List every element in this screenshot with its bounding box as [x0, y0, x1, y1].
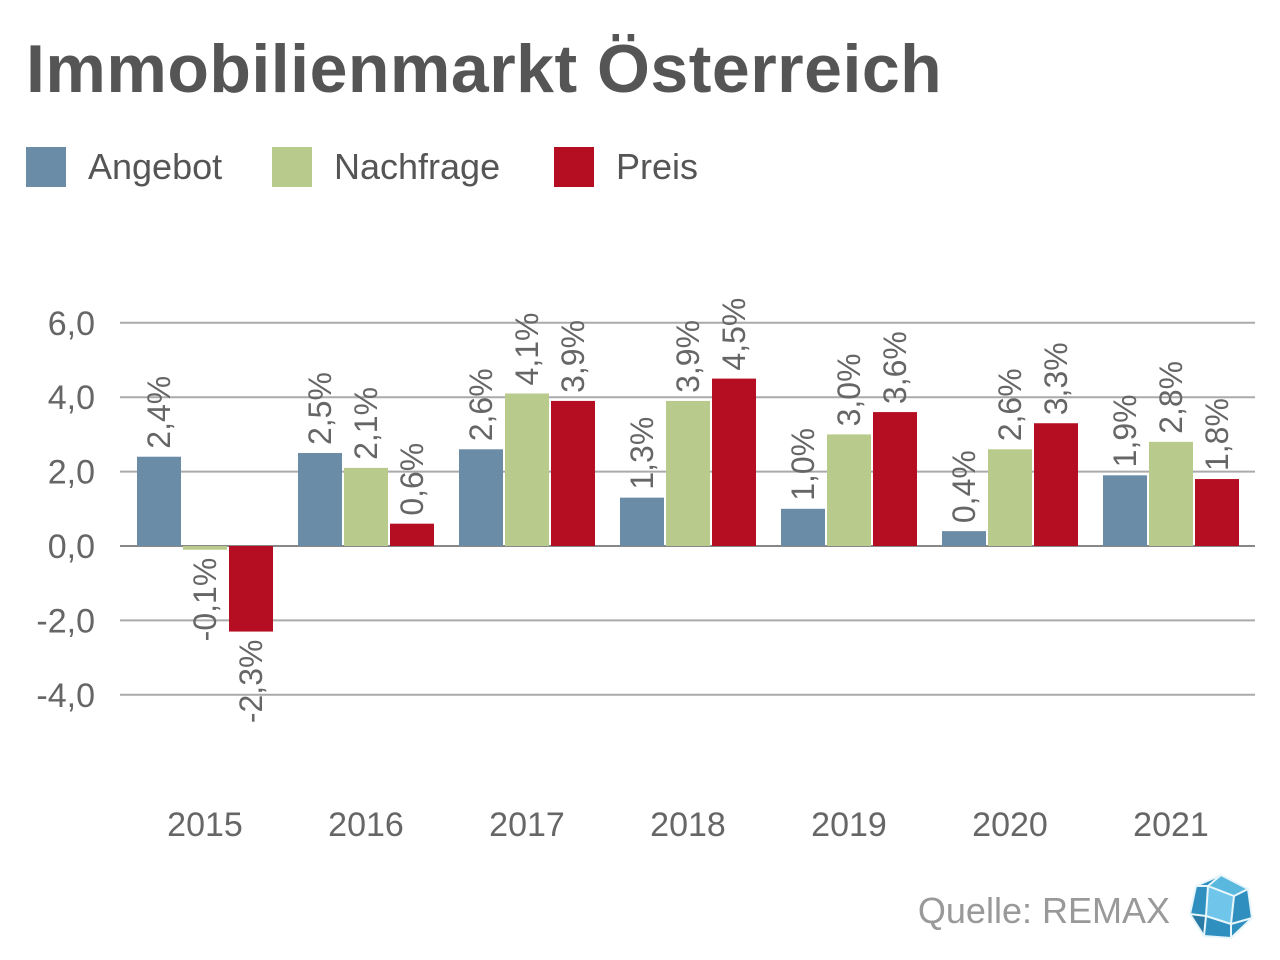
data-label: 3,0% [831, 353, 867, 426]
y-tick-label: 2,0 [48, 454, 95, 492]
y-tick-label: 0,0 [48, 528, 95, 566]
y-tick-label: -4,0 [36, 677, 95, 715]
bar-preis [390, 523, 434, 546]
bar-nachfrage [666, 400, 710, 546]
bar-angebot [781, 508, 825, 546]
bar-angebot [137, 456, 181, 546]
bar-preis [1195, 479, 1239, 546]
chart-title: Immobilienmarkt Österreich [26, 31, 943, 107]
data-label: 3,3% [1038, 342, 1074, 415]
data-label: 0,6% [394, 443, 430, 516]
data-label: 1,3% [624, 417, 660, 490]
bar-nachfrage [505, 393, 549, 546]
legend-item-nachfrage: Nachfrage [272, 146, 500, 188]
y-tick-label: 4,0 [48, 379, 95, 417]
data-label: 2,6% [463, 368, 499, 441]
bar-preis [229, 546, 273, 632]
data-label: 2,4% [141, 376, 177, 449]
source-label: Quelle: REMAX [917, 890, 1170, 931]
data-label: 3,6% [877, 331, 913, 404]
y-tick-label: -2,0 [36, 602, 95, 640]
data-label: 4,1% [509, 313, 545, 386]
data-label: 2,1% [348, 387, 384, 460]
legend-swatch [26, 147, 66, 187]
legend-label: Angebot [88, 146, 223, 187]
data-label: -0,1% [187, 558, 223, 642]
bar-angebot [1103, 475, 1147, 546]
y-tick-label: 6,0 [48, 305, 95, 343]
x-tick-label: 2016 [328, 806, 404, 844]
data-label: 1,8% [1199, 398, 1235, 471]
bar-angebot [459, 449, 503, 546]
bar-angebot [942, 531, 986, 546]
x-tick-label: 2017 [489, 806, 565, 844]
bar-preis [712, 378, 756, 546]
x-tick-label: 2021 [1133, 806, 1209, 844]
bar-nachfrage [344, 467, 388, 546]
data-label: 2,5% [302, 372, 338, 445]
bar-preis [873, 412, 917, 546]
bar-angebot [620, 497, 664, 546]
x-tick-label: 2020 [972, 806, 1048, 844]
legend-label: Preis [616, 146, 699, 187]
x-tick-label: 2015 [167, 806, 243, 844]
data-label: 4,5% [716, 298, 752, 371]
data-label: 2,8% [1153, 361, 1189, 434]
legend-item-preis: Preis [554, 146, 698, 188]
bar-preis [1034, 423, 1078, 546]
data-label: 1,0% [785, 428, 821, 501]
data-label: 3,9% [555, 320, 591, 393]
bar-nachfrage [988, 449, 1032, 546]
bar-angebot [298, 453, 342, 546]
data-label: 1,9% [1107, 394, 1143, 467]
bar-nachfrage [183, 546, 227, 550]
bar-nachfrage [1149, 441, 1193, 546]
x-tick-label: 2019 [811, 806, 887, 844]
data-label: -2,3% [233, 640, 269, 724]
bar-preis [551, 400, 595, 546]
remax-logo-icon [1188, 873, 1254, 940]
data-label: 0,4% [946, 450, 982, 523]
data-label: 2,6% [992, 368, 1028, 441]
legend-item-angebot: Angebot [26, 146, 222, 188]
data-label: 3,9% [670, 320, 706, 393]
legend-label: Nachfrage [334, 146, 501, 187]
legend-swatch [272, 147, 312, 187]
x-tick-label: 2018 [650, 806, 726, 844]
bar-nachfrage [827, 434, 871, 546]
legend-swatch [554, 147, 594, 187]
